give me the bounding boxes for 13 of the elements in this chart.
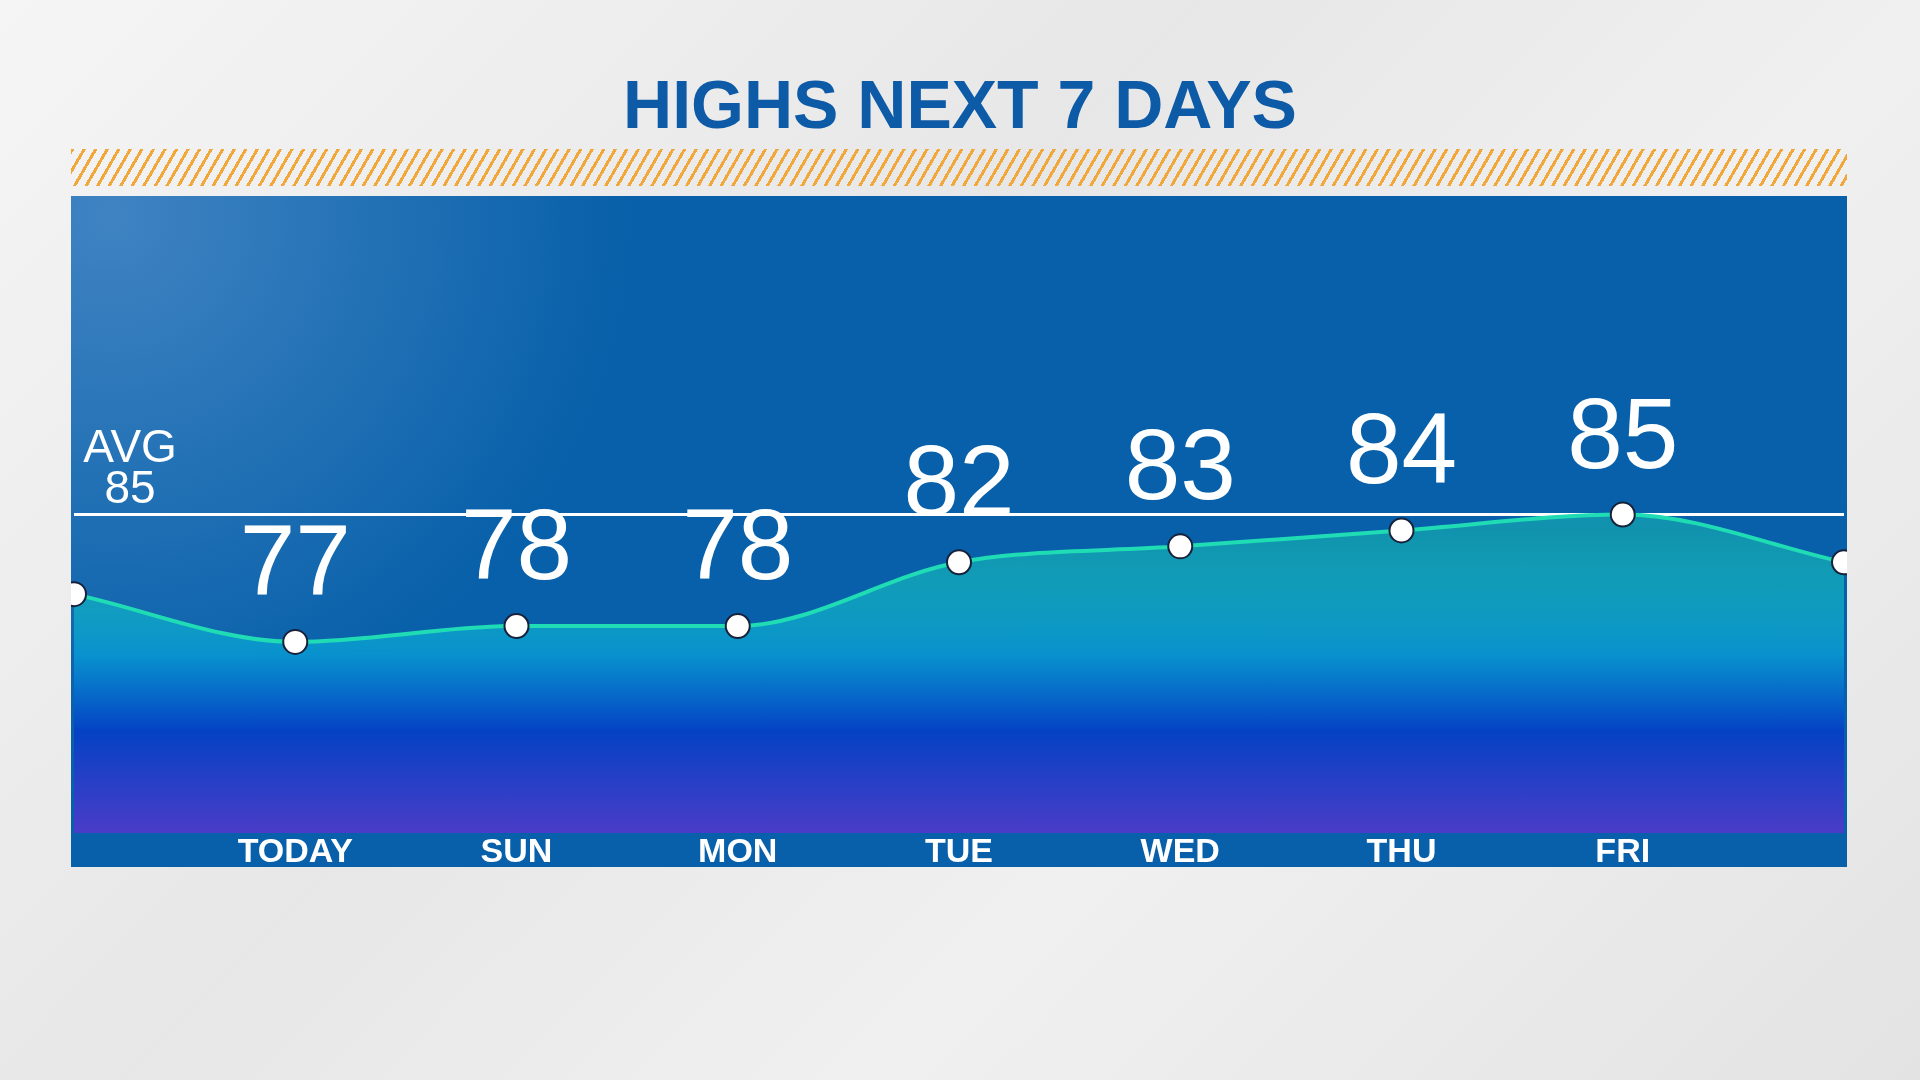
x-tick-label: TUE bbox=[925, 831, 993, 870]
data-label: 84 bbox=[1345, 392, 1458, 505]
x-tick-label: SUN bbox=[480, 831, 553, 870]
chart-title: HIGHS NEXT 7 DAYS bbox=[622, 66, 1298, 142]
x-tick-label: WED bbox=[1140, 831, 1220, 870]
ref-line-label: AVG 85 bbox=[83, 419, 177, 513]
x-tick-label: THU bbox=[1366, 831, 1437, 870]
data-label: 85 bbox=[1567, 376, 1679, 489]
x-tick-label: MON bbox=[698, 831, 778, 870]
data-label: 77 bbox=[239, 503, 351, 616]
x-tick-label: TODAY bbox=[237, 831, 354, 870]
x-tick-label: FRI bbox=[1595, 831, 1651, 870]
data-label: 83 bbox=[1124, 408, 1236, 521]
